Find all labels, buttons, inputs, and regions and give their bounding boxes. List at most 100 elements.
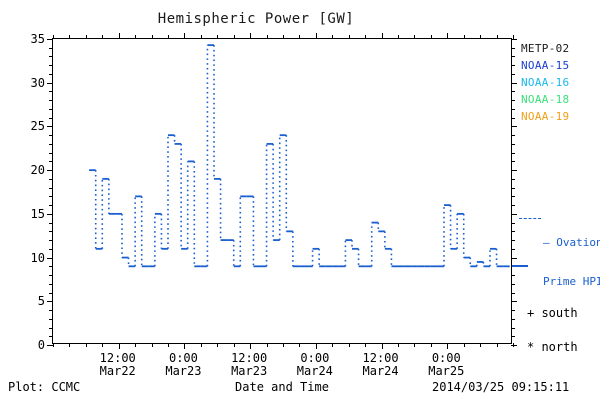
x-axis-tick-date: Mar23 [165, 364, 202, 378]
y-axis-tick [49, 143, 53, 145]
y-axis-tick [511, 100, 515, 102]
x-axis-tick [332, 35, 334, 39]
x-axis-tick [217, 343, 219, 347]
legend-item-noaa-16[interactable]: NOAA-16 [521, 76, 570, 89]
legend-item-metp-02[interactable]: METP-02 [521, 42, 570, 55]
marker-legend: + south * north [527, 296, 600, 364]
x-axis-tick [348, 35, 350, 39]
x-axis-tick-time: 12:00 [362, 351, 399, 365]
x-axis-tick [430, 343, 432, 347]
x-axis-tick [184, 343, 186, 349]
y-axis-tick [511, 56, 515, 58]
y-axis-tick [511, 135, 515, 137]
x-axis-tick [250, 343, 252, 349]
x-axis-tick [430, 35, 432, 39]
x-axis-tick-label: 12:00 Mar24 [336, 352, 426, 378]
x-axis-tick [102, 35, 104, 39]
ovation-legend-line2: Prime HPI [543, 275, 600, 288]
x-axis-tick [463, 343, 465, 347]
y-axis-tick [511, 143, 515, 145]
x-axis-tick [200, 343, 202, 347]
x-axis-tick [513, 35, 514, 39]
x-axis-tick-label: 0:00 Mar24 [270, 352, 360, 378]
y-axis-tick [49, 240, 53, 242]
y-axis-tick [511, 345, 517, 346]
y-axis-tick [49, 248, 53, 250]
y-axis-tick [49, 231, 53, 233]
ovation-legend-line1: — Ovation [543, 236, 600, 249]
y-axis-tick [47, 126, 53, 128]
y-axis-tick [511, 231, 515, 233]
x-axis-tick-label: 0:00 Mar25 [401, 352, 491, 378]
x-axis-tick [102, 343, 104, 347]
x-axis-tick [381, 343, 383, 349]
generation-timestamp: 2014/03/25 09:15:11 [432, 380, 570, 394]
y-axis-tick [49, 100, 53, 102]
y-axis-tick [49, 222, 53, 224]
x-axis-tick [266, 343, 268, 347]
y-axis-tick-value: 20 [30, 163, 45, 178]
x-axis-tick-date: Mar23 [231, 364, 268, 378]
y-axis-tick [511, 248, 515, 250]
x-axis-tick [480, 35, 482, 39]
x-axis-tick [315, 33, 317, 39]
y-axis-tick [511, 187, 515, 189]
x-axis-tick [299, 343, 301, 347]
y-axis-tick [511, 213, 517, 215]
x-axis-tick [283, 343, 284, 347]
y-axis-tick [511, 318, 515, 320]
y-axis-tick [511, 301, 517, 303]
y-axis-tick [511, 108, 515, 110]
x-axis-tick [348, 343, 350, 347]
x-axis-tick [480, 343, 482, 347]
x-axis-tick-time: 0:00 [431, 351, 461, 365]
y-axis-tick-value: 0 [37, 338, 45, 352]
x-axis-tick [398, 35, 399, 39]
x-axis-tick [447, 33, 449, 39]
y-axis-tick-value: 30 [30, 75, 45, 90]
y-axis-tick [47, 82, 53, 84]
legend-item-noaa-19[interactable]: NOAA-19 [521, 110, 570, 123]
x-axis-tick [250, 33, 252, 39]
legend-item-noaa-15[interactable]: NOAA-15 [521, 59, 570, 72]
y-axis-tick [49, 275, 53, 277]
x-axis-tick [299, 35, 301, 39]
y-axis-tick [511, 73, 515, 75]
y-axis-tick [49, 318, 53, 320]
x-axis-tick-date: Mar24 [362, 364, 399, 378]
x-axis-tick-time: 12:00 [99, 351, 136, 365]
y-axis-tick [49, 336, 53, 338]
x-axis-tick [151, 343, 153, 347]
x-axis-tick-date: Mar24 [296, 364, 333, 378]
x-axis-tick [135, 343, 137, 347]
legend-item-noaa-18[interactable]: NOAA-18 [521, 93, 570, 106]
y-axis-tick [49, 117, 53, 119]
x-axis-tick [217, 35, 219, 39]
x-axis-tick-time: 0:00 [300, 351, 330, 365]
y-axis-tick [47, 39, 53, 40]
y-axis-tick [47, 301, 53, 303]
x-axis-tick [365, 343, 367, 347]
y-axis-tick [511, 178, 515, 180]
marker-legend-south: + south [527, 306, 578, 320]
y-axis-tick [49, 56, 53, 58]
y-axis-tick [49, 65, 53, 67]
y-axis-tick [511, 336, 515, 338]
y-axis-tick [511, 196, 515, 198]
y-axis-tick [47, 257, 53, 259]
y-axis-tick [49, 73, 53, 75]
x-axis-tick-date: Mar22 [99, 364, 136, 378]
y-axis-tick [49, 196, 53, 198]
x-axis-tick-label: 12:00 Mar22 [73, 352, 163, 378]
y-axis-tick [511, 292, 515, 294]
x-axis-tick [168, 35, 169, 39]
x-axis-tick [398, 343, 399, 347]
x-axis-tick [85, 35, 87, 39]
y-axis-tick [49, 327, 53, 329]
x-axis-tick [381, 33, 383, 39]
x-axis-tick [118, 343, 120, 349]
y-axis-tick [49, 292, 53, 294]
x-axis-tick [69, 35, 71, 39]
y-axis-tick [49, 135, 53, 137]
x-axis-tick [315, 343, 317, 349]
